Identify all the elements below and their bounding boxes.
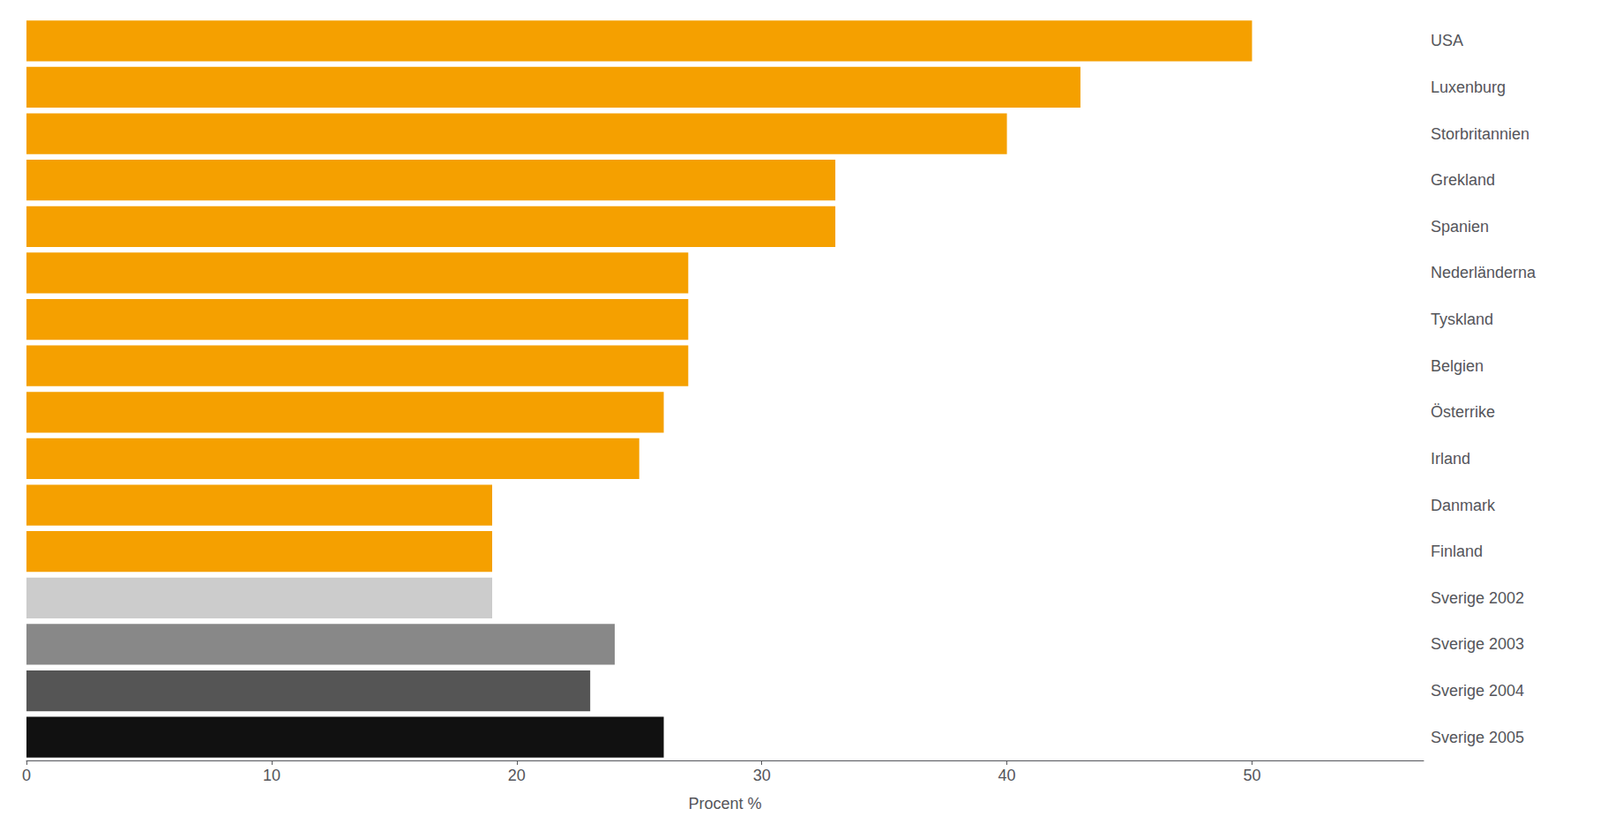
svg-text:Nederländerna: Nederländerna: [1430, 263, 1537, 282]
svg-text:Procent %: Procent %: [687, 794, 762, 813]
svg-text:Sverige 2005: Sverige 2005: [1430, 728, 1525, 747]
svg-text:Spanien: Spanien: [1430, 217, 1489, 236]
svg-text:Tyskland: Tyskland: [1430, 310, 1494, 329]
svg-text:20: 20: [508, 766, 526, 785]
svg-text:10: 10: [262, 766, 281, 785]
svg-text:Luxenburg: Luxenburg: [1430, 78, 1506, 97]
svg-text:Belgien: Belgien: [1430, 357, 1484, 375]
svg-text:Finland: Finland: [1430, 542, 1483, 561]
svg-text:Storbritannien: Storbritannien: [1430, 125, 1530, 143]
svg-text:0: 0: [22, 766, 31, 785]
svg-text:40: 40: [998, 766, 1017, 785]
svg-text:Sverige 2002: Sverige 2002: [1430, 589, 1525, 607]
svg-text:50: 50: [1242, 766, 1261, 785]
svg-text:Danmark: Danmark: [1430, 496, 1496, 515]
svg-text:USA: USA: [1430, 31, 1464, 50]
svg-text:Irland: Irland: [1430, 449, 1471, 468]
svg-text:30: 30: [753, 766, 771, 785]
svg-text:Österrike: Österrike: [1430, 403, 1496, 421]
svg-text:Sverige 2003: Sverige 2003: [1430, 635, 1525, 653]
svg-text:Sverige 2004: Sverige 2004: [1430, 681, 1525, 700]
svg-text:Grekland: Grekland: [1430, 171, 1496, 189]
